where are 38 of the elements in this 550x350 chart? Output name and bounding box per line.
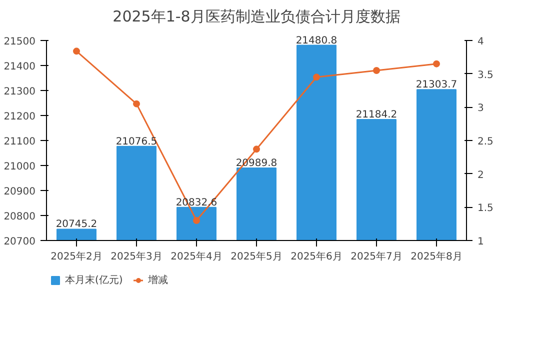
y-tick-label: 20700 — [4, 236, 36, 248]
x-tick-label: 2025年8月 — [410, 250, 462, 262]
y-tick-label: 21000 — [4, 162, 36, 172]
x-tick-label: 2025年6月 — [290, 250, 342, 262]
y-tick-label: 20800 — [4, 212, 36, 222]
x-tick-label: 2025年7月 — [350, 250, 402, 262]
y-tick-label: 20900 — [4, 186, 36, 198]
data-label: 21184.2 — [356, 109, 398, 120]
data-label: 21076.5 — [116, 136, 158, 148]
y2-tick-label: 2 — [478, 170, 484, 181]
data-label: 21480.8 — [296, 35, 338, 46]
point — [193, 217, 200, 224]
y2-tick-label: 3.5 — [478, 70, 494, 81]
point — [433, 60, 440, 68]
y2-tick-label: 1.5 — [478, 203, 494, 214]
y-tick-label: 21400 — [4, 62, 36, 72]
data-label: 20745.2 — [56, 219, 98, 230]
y2-tick-label: 3 — [478, 103, 484, 114]
point — [373, 67, 380, 74]
x-tick-label: 2025年5月 — [230, 250, 282, 262]
point — [133, 100, 140, 108]
x-tick-label: 2025年3月 — [110, 250, 162, 262]
data-label: 21303.7 — [416, 80, 458, 91]
y2-tick-label: 4 — [478, 36, 484, 48]
y-tick-label: 21200 — [4, 112, 36, 122]
legend-label: 本月末(亿元) — [65, 274, 123, 287]
chart-title: 2025年1-8月医药制造业负债合计月度数据 — [112, 8, 400, 26]
point — [313, 74, 320, 81]
y-tick-label: 21100 — [4, 136, 36, 148]
y-tick-label: 21500 — [4, 36, 36, 48]
legend-label: 增减 — [148, 274, 168, 287]
x-tick-label: 2025年2月 — [50, 250, 102, 262]
y2-tick-label: 1 — [478, 236, 484, 248]
x-tick-label: 2025年4月 — [170, 250, 222, 262]
y2-tick-label: 2.5 — [478, 136, 494, 148]
point — [73, 48, 80, 55]
point — [253, 146, 260, 153]
y-tick-label: 21300 — [4, 86, 36, 98]
